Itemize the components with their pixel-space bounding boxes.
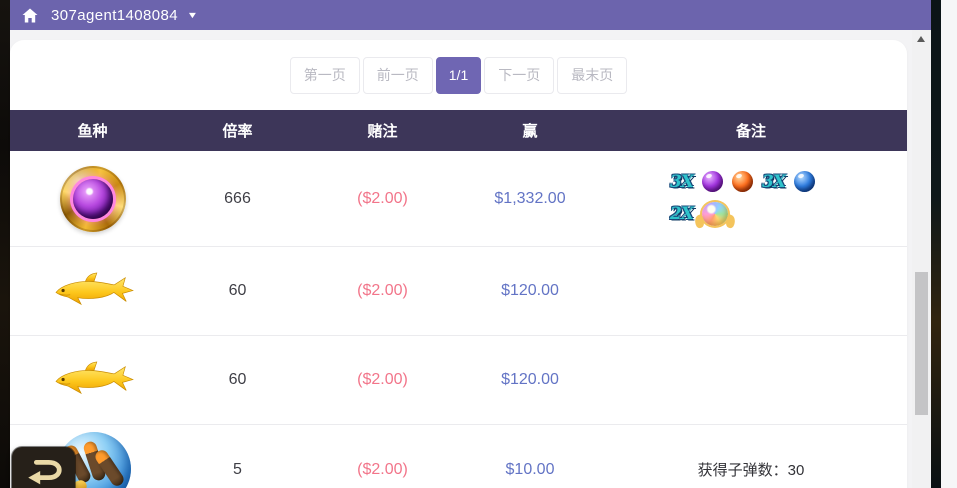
multiplier-3x-badge: 3X [762,171,786,192]
win-value: $120.00 [501,282,559,299]
multiplier-3x-badge: 3X [670,171,694,192]
header-bet: 赌注 [367,123,398,140]
win-value: $120.00 [501,371,559,388]
home-icon[interactable] [22,8,38,23]
remark-badges: 3X 3X 2X [670,171,832,226]
scrollbar[interactable] [912,30,931,488]
table-row: 666 ($2.00) $1,332.00 3X 3X 2X [10,151,907,247]
header-multiplier: 倍率 [222,123,253,140]
win-value: $10.00 [505,460,555,478]
last-page-button[interactable]: 最末页 [557,56,628,94]
header-fish-type: 鱼种 [77,123,108,140]
golden-dragon-ring-icon [59,165,126,232]
blue-orb-icon [794,171,816,192]
background-game-strip-left [0,0,10,488]
multiplier-value: 60 [228,282,247,299]
table-row: 60 ($2.00) $120.00 [10,336,907,425]
table-row: 5 ($2.00) $10.00 获得子弹数：30 [10,425,907,488]
multiplier-value: 60 [228,371,247,388]
table-header: 鱼种 倍率 赌注 赢 备注 [10,110,907,151]
win-value: $1,332.00 [494,189,566,207]
table-row: 60 ($2.00) $120.00 [10,247,907,336]
background-game-strip-right [931,0,941,488]
header-remark: 备注 [735,123,766,140]
red-orb-icon [732,171,754,192]
prev-page-button[interactable]: 前一页 [362,56,433,94]
records-card: 第一页 前一页 1/1 下一页 最末页 鱼种 倍率 赌注 赢 备注 666 ($… [10,40,907,488]
bet-value: ($2.00) [357,460,408,478]
purple-orb-icon [702,171,724,192]
multiplier-2x-badge: 2X [670,204,694,224]
multiplier-value: 5 [233,460,242,478]
header-win: 赢 [522,123,538,140]
bet-value: ($2.00) [357,282,408,299]
scrollbar-thumb[interactable] [915,272,928,415]
back-button[interactable] [12,447,75,488]
scroll-up-icon[interactable] [917,36,925,42]
agent-account-title[interactable]: 307agent1408084 [51,6,178,24]
golden-shark-icon [54,361,134,395]
chevron-down-icon[interactable]: ▼ [186,10,199,20]
first-page-button[interactable]: 第一页 [289,56,360,94]
winged-pearl-orb-icon [702,202,729,226]
pagination: 第一页 前一页 1/1 下一页 最末页 [10,40,907,110]
bet-value: ($2.00) [357,371,408,388]
golden-shark-icon [54,272,134,306]
remark-bullets-obtained: 获得子弹数：30 [697,462,805,479]
back-arrow-icon [27,459,62,485]
top-bar: 307agent1408084 ▼ [10,0,931,30]
current-page-indicator[interactable]: 1/1 [435,56,482,94]
multiplier-value: 666 [224,189,251,207]
bet-value: ($2.00) [357,189,408,207]
next-page-button[interactable]: 下一页 [484,56,555,94]
